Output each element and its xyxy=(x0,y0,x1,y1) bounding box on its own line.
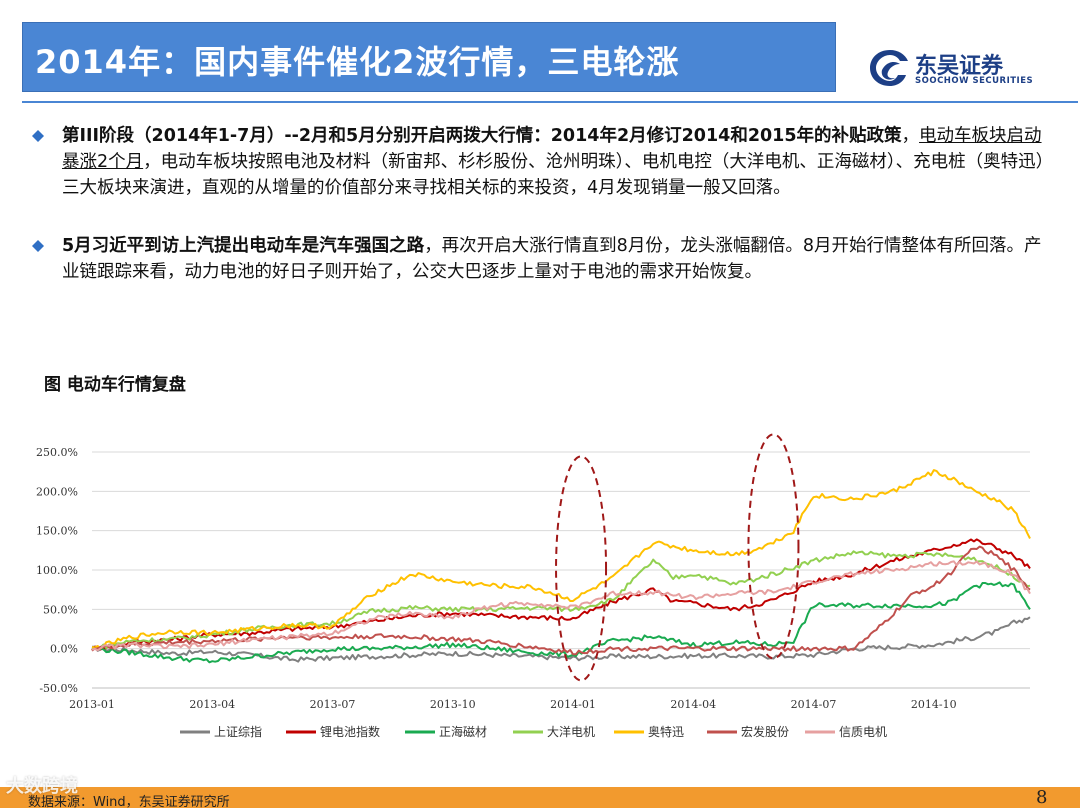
bullet-1-underline: 电动车板块启动暴涨2个月 xyxy=(62,126,1042,172)
logo-text-en: SOOCHOW SECURITIES xyxy=(915,76,1034,86)
line-chart: 250.0% 200.0% 150.0% 100.0% 50.0% 0.0% -50.0% 2… xyxy=(36,433,1031,739)
highlight-ellipse xyxy=(555,455,608,682)
legend-label: 大洋电机 xyxy=(547,724,595,739)
series-line-大洋电机 xyxy=(91,550,1031,651)
x-tick-label: 2013-07 xyxy=(310,698,356,711)
legend-label: 正海磁材 xyxy=(439,724,487,739)
page-title: 2014年：国内事件催化2波行情，三电轮涨 xyxy=(35,43,680,81)
series-line-宏发股份 xyxy=(91,545,1031,656)
legend-label: 宏发股份 xyxy=(741,724,789,739)
y-tick-label: 250.0% xyxy=(36,446,78,459)
bullet-1-rest: ，电动车板块按照电池及材料（新宙邦、杉杉股份、沧州明珠）、电机电控（大洋电机、正… xyxy=(62,152,1045,198)
diamond-bullet-icon xyxy=(32,130,44,142)
header-rule xyxy=(22,101,1078,103)
bullet-1-bold: 第III阶段（2014年1-7月）--2月和5月分别开启两拨大行情：2014年2… xyxy=(62,126,902,146)
x-tick-label: 2014-10 xyxy=(911,698,957,711)
x-tick-label: 2014-04 xyxy=(670,698,716,711)
x-tick-label: 2013-04 xyxy=(189,698,235,711)
x-tick-label: 2013-10 xyxy=(430,698,476,711)
x-tick-label: 2014-07 xyxy=(791,698,837,711)
legend-label: 信质电机 xyxy=(839,725,887,739)
diamond-bullet-icon xyxy=(32,240,44,252)
legend-label: 锂电池指数 xyxy=(320,724,380,739)
legend-label: 奥特迅 xyxy=(648,724,684,739)
footer-bar xyxy=(0,787,1080,808)
x-tick-label: 2013-01 xyxy=(69,698,115,711)
x-tick-label: 2014-01 xyxy=(550,698,596,711)
chart-title: 图 电动车行情复盘 xyxy=(44,375,186,395)
y-tick-label: 200.0% xyxy=(36,485,78,498)
series-line-锂电池指数 xyxy=(91,538,1031,652)
y-tick-label: 100.0% xyxy=(36,564,78,577)
company-logo: 东吴证券 SOOCHOW SECURITIES xyxy=(868,48,1038,88)
logo-text-cn: 东吴证券 xyxy=(915,54,1004,79)
legend-label: 上证综指 xyxy=(214,724,262,739)
series-line-上证综指 xyxy=(92,616,1031,663)
bullet-2-rest: ，再次开启大涨行情直到8月份，龙头涨幅翻倍。8月开始行情整体有所回落。产业链跟踪… xyxy=(62,236,1042,282)
highlight-ellipse xyxy=(747,433,800,660)
y-tick-label: -50.0% xyxy=(39,682,78,695)
bullet-1: 第III阶段（2014年1-7月）--2月和5月分别开启两拨大行情：2014年2… xyxy=(32,123,1045,233)
series-line-奥特迅 xyxy=(91,469,1031,650)
bullet-2-bold: 5月习近平到访上汽提出电动车是汽车强国之路 xyxy=(62,236,425,256)
bullet-2: 5月习近平到访上汽提出电动车是汽车强国之路，再次开启大涨行情直到8月份，龙头涨幅… xyxy=(32,233,1042,313)
y-tick-label: 0.0% xyxy=(50,643,78,656)
y-tick-label: 150.0% xyxy=(36,525,78,538)
series-line-信质电机 xyxy=(91,560,1031,652)
watermark: 大数跨境 xyxy=(6,776,78,797)
page-number: 8 xyxy=(1036,787,1048,808)
y-tick-label: 50.0% xyxy=(43,603,78,616)
bullet-1-sep: ， xyxy=(901,126,920,146)
title-bar: 2014年：国内事件催化2波行情，三电轮涨 xyxy=(22,22,836,92)
soochow-logo-icon xyxy=(870,50,908,86)
data-source: 数据来源：Wind，东吴证券研究所 xyxy=(28,795,230,810)
